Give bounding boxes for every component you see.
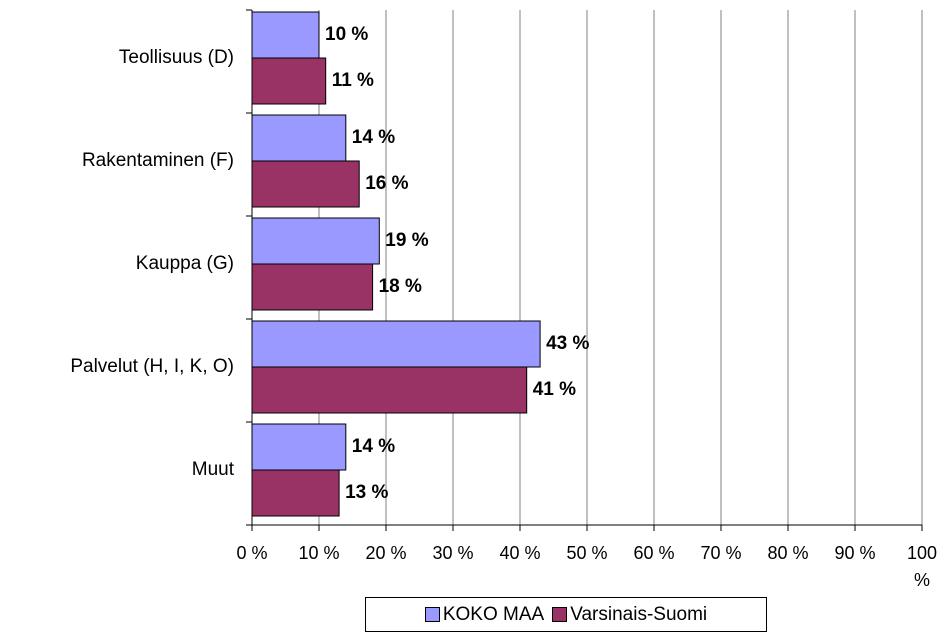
legend-label: Varsinais-Suomi bbox=[570, 603, 708, 625]
bar bbox=[251, 114, 347, 162]
value-label: 14 % bbox=[352, 436, 395, 457]
value-label: 13 % bbox=[345, 482, 388, 503]
x-tick-label: 30 % bbox=[432, 543, 474, 563]
bar bbox=[251, 366, 528, 414]
plot: Teollisuus (D) 10 % 11 % Rakentaminen (F) 14… bbox=[70, 9, 923, 531]
y-tick-label: Muut bbox=[192, 459, 235, 480]
bar bbox=[251, 57, 327, 105]
value-label: 19 % bbox=[385, 230, 428, 251]
x-tick-label: 10 % bbox=[298, 543, 340, 563]
value-label: 43 % bbox=[546, 333, 589, 354]
bar bbox=[251, 423, 347, 471]
y-tick-label: Teollisuus (D) bbox=[119, 47, 234, 68]
x-tick-label: 70 % bbox=[700, 543, 742, 563]
x-tick-label: 40 % bbox=[499, 543, 541, 563]
value-label: 10 % bbox=[325, 24, 368, 45]
value-label: 14 % bbox=[352, 127, 395, 148]
y-tick-label: Palvelut (H, I, K, O) bbox=[70, 356, 234, 377]
legend-swatch bbox=[424, 607, 440, 622]
value-label: 41 % bbox=[533, 379, 576, 400]
legend-label: KOKO MAA bbox=[442, 603, 545, 625]
x-tick-label: 90 % bbox=[834, 543, 876, 563]
bar bbox=[251, 469, 340, 517]
bar bbox=[251, 11, 320, 59]
bar bbox=[251, 320, 541, 368]
legend-item: KOKO MAA bbox=[424, 603, 545, 626]
bar bbox=[251, 263, 374, 311]
bar bbox=[251, 160, 360, 208]
y-tick-label: Kauppa (G) bbox=[136, 253, 234, 274]
x-tick-label: 50 % bbox=[566, 543, 608, 563]
legend-item: Varsinais-Suomi bbox=[552, 604, 707, 626]
x-tick-label: 80 % bbox=[767, 543, 809, 563]
legend: KOKO MAA Varsinais-Suomi bbox=[365, 597, 767, 632]
value-label: 18 % bbox=[379, 276, 422, 297]
y-tick-label: Rakentaminen (F) bbox=[82, 150, 234, 171]
x-tick-label: 60 % bbox=[633, 543, 675, 563]
value-label: 11 % bbox=[332, 70, 374, 91]
x-tick-label: 100 % bbox=[906, 543, 938, 590]
x-tick-label: 0 % bbox=[236, 543, 268, 563]
legend-swatch bbox=[552, 607, 568, 622]
value-label: 16 % bbox=[365, 173, 408, 194]
bar bbox=[251, 217, 380, 265]
x-tick-label: 20 % bbox=[365, 543, 407, 563]
